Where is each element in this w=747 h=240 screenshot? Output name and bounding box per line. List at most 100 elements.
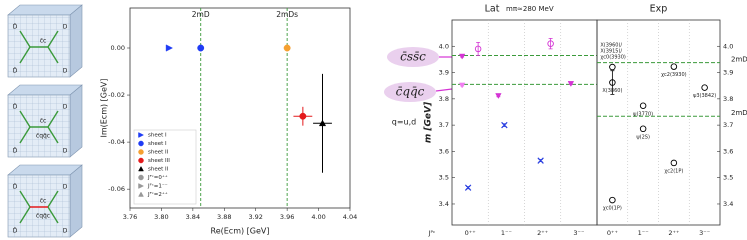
label-bubble: [387, 47, 439, 67]
point: [458, 53, 466, 60]
threshold-label: 2mD: [731, 109, 747, 117]
legend-marker: [138, 140, 144, 147]
point: [639, 125, 647, 133]
css-label: c̄ss̄c: [400, 50, 426, 64]
point: [701, 84, 708, 91]
point: [547, 40, 554, 47]
diagram-label: D̄: [13, 23, 18, 30]
x-tick-label: 0⁺⁺: [607, 229, 618, 237]
label-bubble: [384, 82, 436, 102]
arrow: [435, 88, 453, 92]
diagram-label: D: [63, 104, 68, 111]
legend-label: Jᴾᶜ=1⁻⁻: [147, 183, 168, 190]
x-tick-label: 2⁺⁺: [668, 229, 679, 237]
state-label: χc0(3930): [600, 55, 625, 61]
panel-title: Lat: [485, 4, 500, 15]
state-label: ψ(2S): [636, 134, 650, 140]
y-axis-label: Im(Ecm) [GeV]: [100, 78, 109, 137]
x-tick-label: 0⁺⁺: [465, 229, 476, 237]
y-tick-label: 3.6: [439, 147, 449, 155]
legend-label: sheet II: [148, 150, 169, 156]
point: [670, 159, 678, 167]
point: [495, 93, 502, 100]
diagram-label: D: [63, 228, 68, 235]
x-tick-label: 4.00: [311, 213, 325, 221]
x-tick-label: 3.84: [186, 213, 200, 221]
diagram: D̄ D̄ c̄c c̄qq̄c D D: [7, 164, 83, 238]
point: [474, 45, 482, 53]
error-bar: [610, 70, 615, 95]
state-label: χc0(1P): [603, 206, 622, 212]
y-tick-label: 3.8: [723, 95, 733, 103]
y-tick-label: 3.6: [723, 147, 733, 155]
x-tick-label: 3.88: [217, 213, 231, 221]
state-label: X(3860): [602, 88, 622, 94]
x-tick-label: 3.80: [154, 213, 168, 221]
x-axis-label: Jᴾᶜ: [428, 229, 436, 237]
point: [299, 112, 307, 120]
point: [639, 102, 647, 110]
y-tick-label: 0.00: [111, 44, 125, 52]
x-tick-label: 1⁻⁻: [501, 229, 512, 237]
x-tick-label: 3⁻⁻: [573, 229, 584, 237]
cube-top: [7, 164, 83, 176]
y-axis-label: m [GeV]: [424, 101, 434, 143]
y-tick-label: 3.4: [723, 200, 733, 208]
legend-box: [133, 129, 197, 205]
error-bar: [476, 41, 481, 56]
point: [464, 184, 472, 191]
state-label: ψ3(3842): [693, 93, 716, 99]
diagram-label: D: [63, 24, 68, 31]
point: [165, 44, 174, 52]
cube-top: [7, 84, 83, 96]
panel-subtitle: mπ≃280 MeV: [506, 5, 554, 13]
state-label: ψ(3770): [633, 111, 653, 117]
diagram-label: D: [63, 68, 68, 75]
diagram: D̄ D̄ c̄c c̄qq̄c D D: [7, 84, 83, 158]
y-tick-label: 3.8: [439, 95, 449, 103]
threshold-label: 2mDs: [731, 56, 747, 64]
diagram-label: D: [63, 148, 68, 155]
error-bar: [548, 37, 553, 50]
point: [609, 196, 616, 204]
legend-label: sheet I: [148, 141, 167, 147]
x-tick-label: 1⁻⁻: [638, 229, 649, 237]
q-label: q=u,d: [392, 118, 416, 127]
state-label: χc2(3930): [661, 72, 686, 78]
diagram-label: D̄: [13, 183, 18, 190]
cube-grid: [8, 175, 70, 237]
legend-label: sheet II: [148, 167, 169, 173]
y-tick-label: 3.4: [439, 200, 449, 208]
legend-marker: [138, 149, 144, 155]
legend-marker: [138, 165, 144, 172]
point: [567, 81, 575, 87]
state-label: χc2(1P): [664, 168, 683, 174]
legend-label: Jᴾᶜ=2⁺⁺: [147, 191, 168, 198]
x-tick-label: 3.92: [248, 213, 262, 221]
y-tick-label: -0.04: [108, 138, 125, 146]
y-tick-label: -0.06: [108, 185, 125, 193]
point: [458, 82, 466, 89]
legend-marker: [138, 191, 144, 197]
legend-label: sheet I: [148, 133, 167, 139]
diagram-label: D̄: [13, 67, 18, 74]
y-tick-label: 3.7: [439, 121, 449, 129]
diagram-label: c̄c: [40, 38, 47, 45]
cube-side: [69, 164, 83, 238]
state-label: X(3960)/: [600, 43, 622, 49]
diagram-label: D̄: [13, 147, 18, 154]
y-tick-label: -0.02: [108, 91, 125, 99]
y-tick-label: 3.7: [723, 121, 733, 129]
y-tick-label: 3.9: [723, 69, 733, 77]
x-tick-label: 3.76: [123, 213, 137, 221]
cqqc-label: c̄qq̄c: [396, 85, 425, 99]
diagram-label: D̄: [13, 103, 18, 110]
legend-marker: [138, 174, 144, 181]
legend-marker: [138, 132, 145, 138]
state-label: X(3915)/: [600, 49, 622, 55]
threshold-label: 2mDs: [276, 10, 298, 19]
point: [501, 121, 508, 129]
cube-top: [7, 4, 83, 16]
diagram-label: c̄qq̄c: [36, 213, 50, 220]
